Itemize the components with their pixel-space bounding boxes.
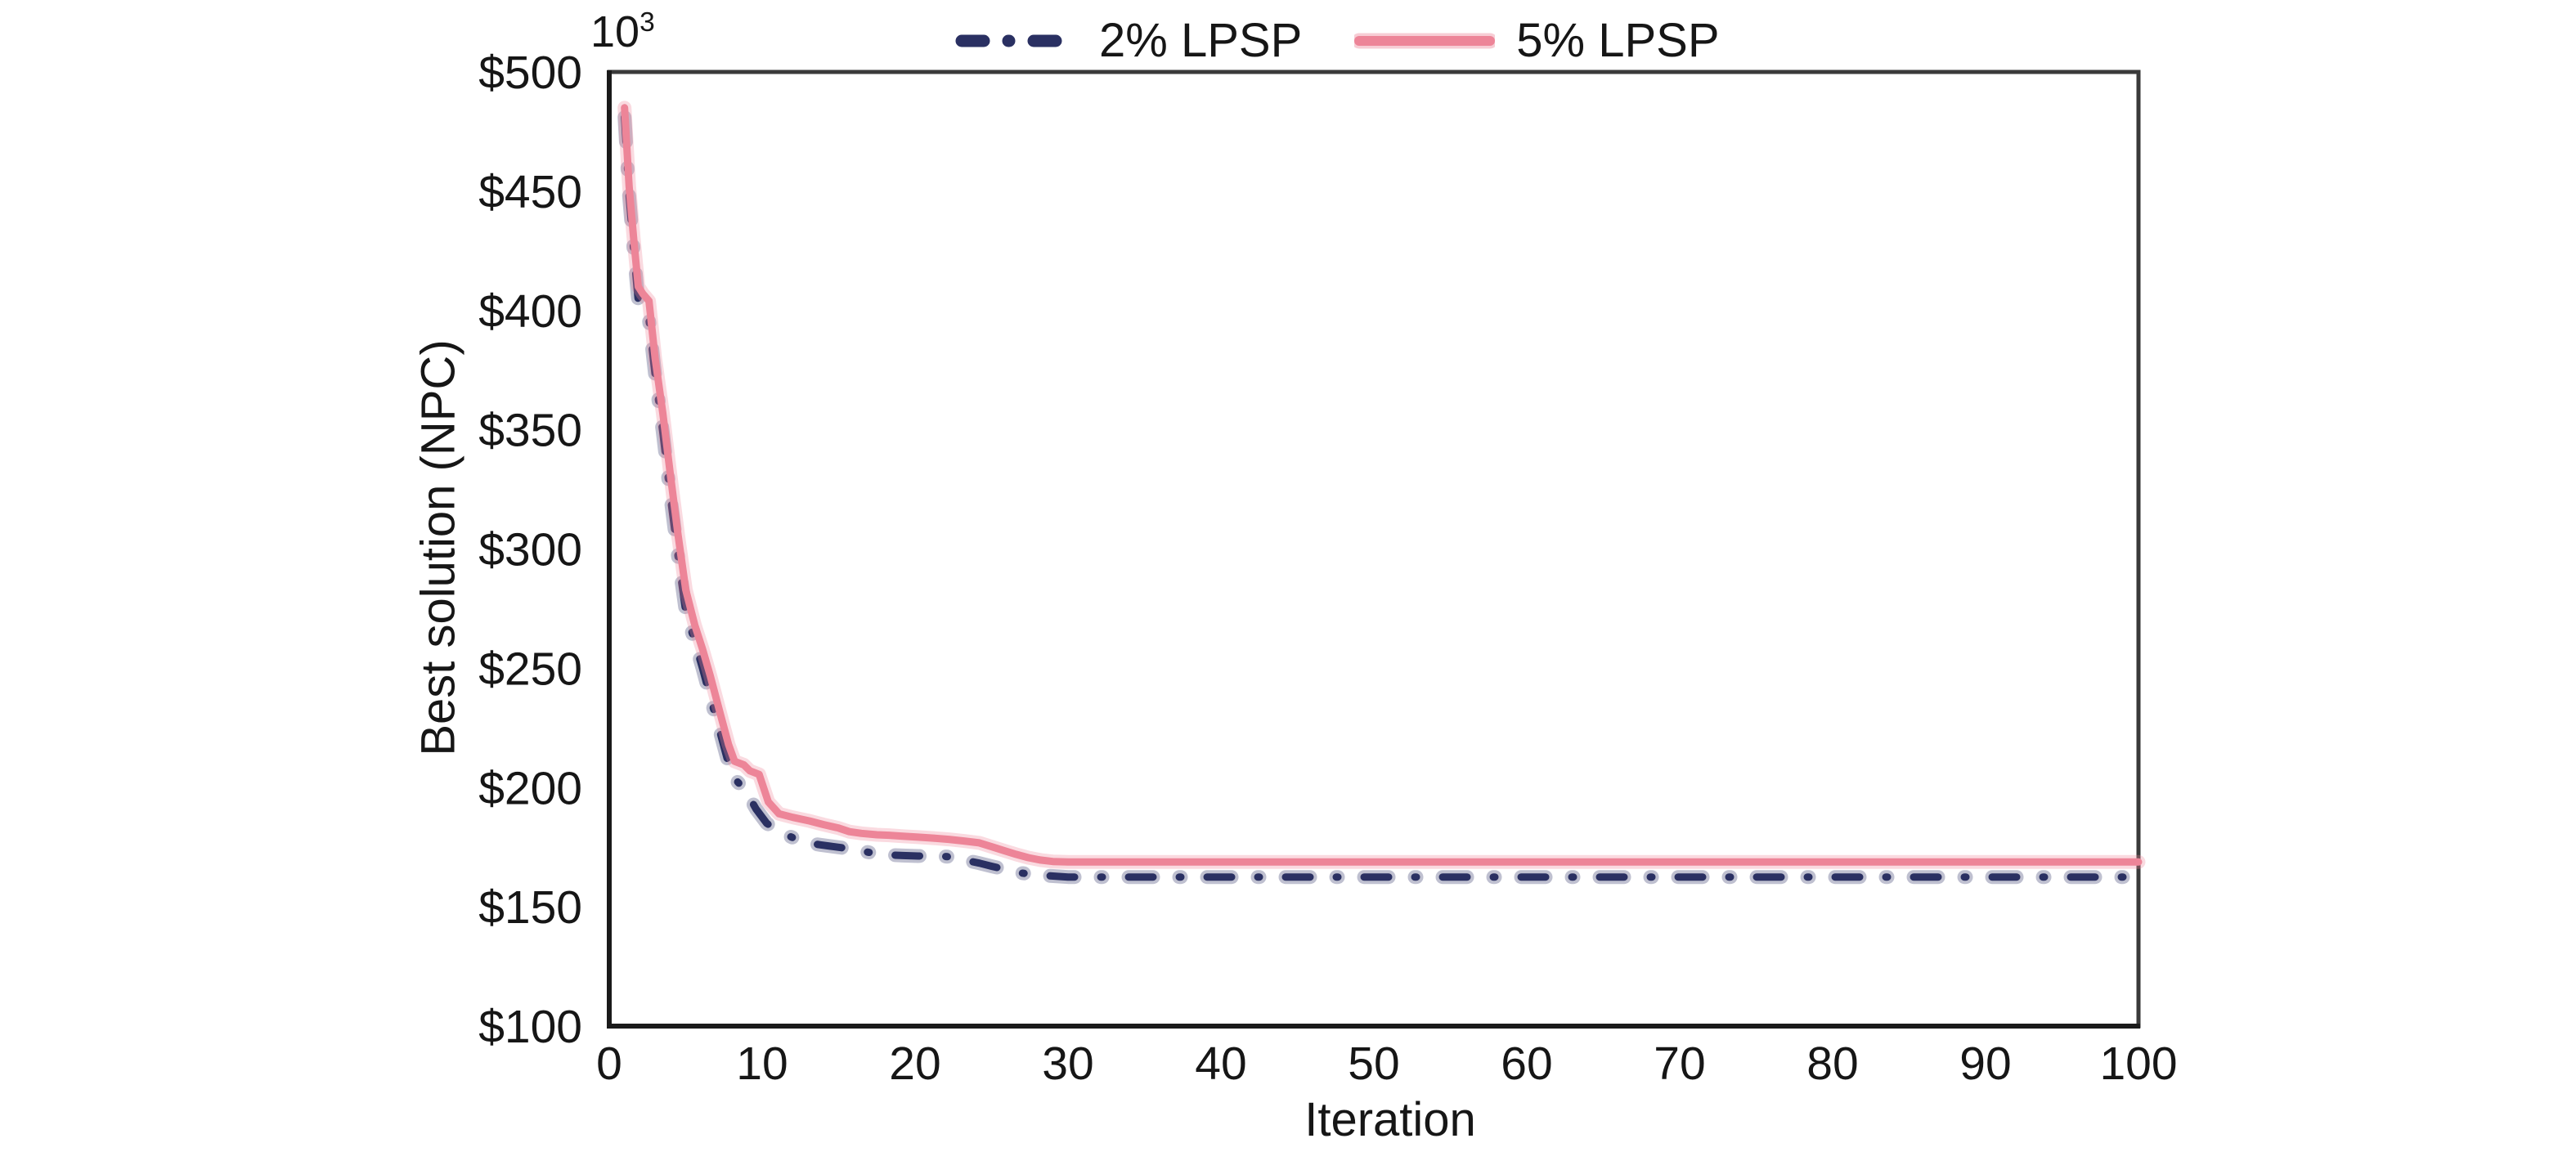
series-2-lpsp-line: [621, 113, 2143, 881]
x-tick-label: 10: [736, 1038, 788, 1090]
y-tick-label: $350: [478, 405, 582, 457]
y-tick-label: $300: [478, 524, 582, 576]
y-tick-label: $200: [478, 762, 582, 814]
x-tick-label: 80: [1806, 1038, 1858, 1090]
y-axis-multiplier-base: 10: [590, 7, 640, 56]
x-tick-label: 70: [1654, 1038, 1705, 1090]
x-axis-title: Iteration: [1304, 1093, 1476, 1146]
x-tick-label: 50: [1348, 1038, 1399, 1090]
x-tick-label: 20: [889, 1038, 940, 1090]
legend-swatch-dashdot-line: [955, 34, 1078, 47]
series-5-lpsp-halo: [617, 101, 2146, 869]
y-tick-label: $100: [478, 1001, 582, 1053]
y-tick-label: $150: [478, 881, 582, 934]
y-tick-label: $250: [478, 643, 582, 695]
x-tick-label: 90: [1959, 1038, 2011, 1090]
legend-item-5pct-lpsp: 5% LPSP: [1354, 13, 1720, 68]
legend-swatch-solid-line: [1354, 33, 1496, 48]
y-axis-multiplier: 103: [590, 7, 655, 56]
legend-label-2pct-lpsp: 2% LPSP: [1099, 14, 1303, 67]
series-5-lpsp-line: [621, 104, 2143, 866]
legend: 2% LPSP 5% LPSP: [955, 13, 1720, 68]
x-tick-label: 60: [1501, 1038, 1552, 1090]
x-tick-label: 40: [1195, 1038, 1246, 1090]
legend-item-2pct-lpsp: 2% LPSP: [955, 13, 1302, 68]
series-2-lpsp-halo: [617, 110, 2146, 885]
x-tick-label: 0: [596, 1038, 622, 1090]
legend-label-5pct-lpsp: 5% LPSP: [1516, 14, 1720, 67]
y-axis-multiplier-exponent: 3: [640, 7, 655, 38]
x-tick-label: 30: [1042, 1038, 1093, 1090]
y-tick-label: $500: [478, 47, 582, 99]
y-tick-label: $450: [478, 166, 582, 218]
y-tick-label: $400: [478, 285, 582, 338]
x-tick-label: 100: [2099, 1038, 2177, 1090]
